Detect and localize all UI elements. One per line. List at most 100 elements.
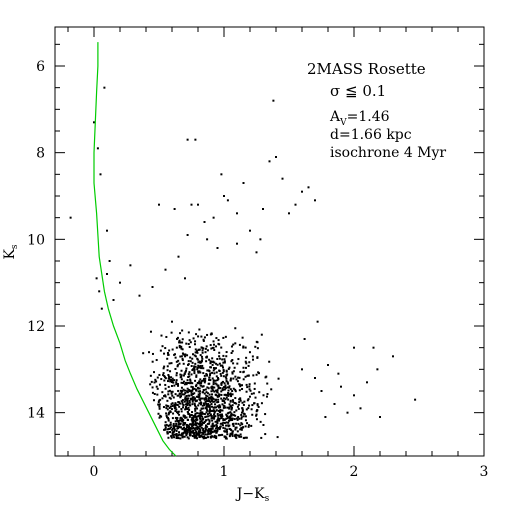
star-point: [262, 424, 265, 426]
x-tick-label: 3: [480, 464, 489, 480]
star-point: [195, 435, 198, 438]
star-point: [236, 362, 239, 365]
star-point: [234, 388, 237, 391]
star-point: [229, 433, 232, 436]
star-point: [194, 340, 197, 343]
star-point: [206, 369, 209, 372]
star-point: [246, 422, 249, 425]
star-point: [221, 371, 224, 374]
star-point: [172, 425, 175, 428]
star-point: [187, 394, 190, 397]
star-point: [166, 399, 169, 402]
star-point: [212, 424, 215, 427]
star-point: [164, 387, 167, 390]
star-point: [205, 356, 208, 359]
star-point: [301, 368, 303, 371]
star-point: [195, 417, 198, 420]
star-point: [250, 392, 253, 395]
star-point: [222, 426, 225, 429]
star-point: [168, 377, 171, 380]
star-point: [191, 418, 194, 421]
star-point: [153, 393, 156, 395]
star-point: [165, 412, 168, 415]
star-point: [202, 339, 205, 342]
star-point: [198, 390, 201, 393]
star-point: [218, 351, 221, 354]
star-point: [196, 381, 199, 384]
star-point: [173, 208, 176, 210]
star-point: [218, 355, 221, 358]
star-point: [231, 419, 234, 422]
chart-title: 2MASS Rosette: [307, 60, 426, 78]
star-point: [248, 383, 251, 386]
star-point: [205, 436, 208, 439]
star-point: [193, 397, 196, 400]
star-point: [203, 413, 206, 416]
star-point: [194, 138, 197, 141]
star-point: [178, 362, 181, 365]
star-point: [217, 398, 220, 401]
star-point: [158, 203, 160, 206]
star-point: [170, 392, 173, 395]
star-point: [170, 362, 173, 365]
star-point: [230, 417, 233, 420]
star-point: [187, 331, 190, 334]
star-point: [221, 422, 224, 425]
star-point: [185, 383, 188, 386]
star-point: [245, 356, 248, 359]
star-point: [69, 216, 72, 219]
star-point: [219, 425, 222, 428]
star-point: [168, 411, 171, 414]
star-point: [196, 418, 199, 421]
star-point: [211, 409, 214, 412]
star-point: [179, 373, 182, 376]
star-point: [188, 408, 191, 411]
star-point: [359, 407, 362, 410]
star-point: [239, 370, 242, 373]
star-point: [178, 341, 181, 344]
star-point: [200, 402, 203, 404]
star-point: [227, 392, 230, 395]
star-point: [182, 427, 185, 430]
star-point: [201, 346, 204, 349]
star-point: [155, 359, 158, 362]
star-point: [206, 429, 209, 432]
star-point: [201, 364, 204, 367]
star-point: [185, 407, 188, 410]
star-point: [212, 383, 215, 386]
star-point: [185, 394, 188, 397]
star-point: [224, 427, 227, 430]
star-point: [353, 346, 355, 349]
star-point: [217, 342, 220, 345]
star-point: [215, 406, 218, 409]
star-point: [181, 359, 184, 362]
star-point: [235, 402, 238, 405]
star-point: [229, 377, 232, 380]
star-point: [183, 372, 186, 375]
star-point: [179, 355, 182, 358]
star-point: [182, 362, 185, 365]
star-point: [170, 384, 173, 387]
star-point: [181, 329, 184, 332]
star-point: [196, 368, 199, 371]
star-point: [188, 432, 191, 435]
star-point: [188, 415, 191, 418]
star-point: [214, 389, 217, 392]
star-point: [182, 382, 185, 384]
star-point: [200, 397, 203, 400]
star-point: [224, 393, 227, 396]
star-point: [180, 355, 183, 358]
star-point: [251, 355, 254, 358]
star-point: [171, 432, 174, 435]
star-point: [230, 408, 233, 411]
star-point: [186, 401, 189, 404]
star-point: [215, 337, 218, 340]
star-point: [198, 360, 201, 363]
star-point: [176, 425, 179, 428]
star-point: [178, 426, 181, 428]
star-point: [167, 427, 170, 430]
star-point: [193, 402, 196, 405]
star-point: [207, 405, 210, 408]
star-point: [178, 431, 181, 434]
star-point: [226, 417, 229, 420]
